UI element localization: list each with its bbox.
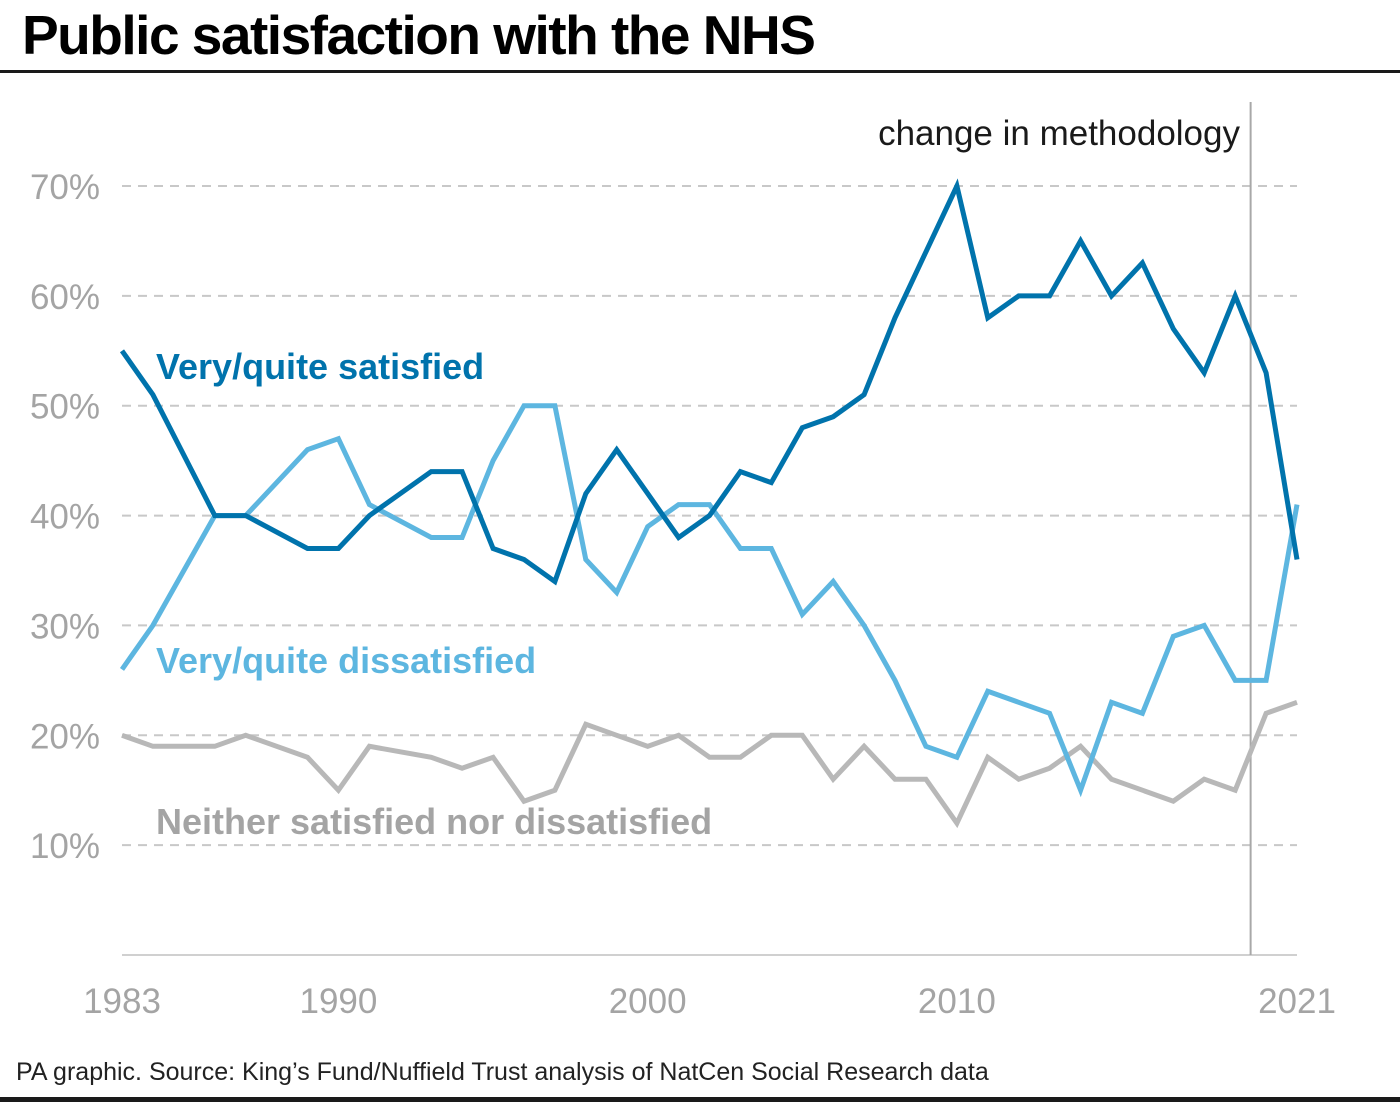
series-satisfied-line [119, 178, 1300, 586]
y-tick-label: 20% [30, 717, 100, 756]
x-tick-label: 1990 [300, 982, 378, 1021]
x-tick-label: 1983 [83, 982, 161, 1021]
chart-title: Public satisfaction with the NHS [22, 4, 816, 66]
x-tick-label: 2021 [1258, 982, 1336, 1021]
footer-divider [0, 1097, 1400, 1102]
x-axis-ticks: 1983 1990 2000 2010 2021 [83, 982, 1336, 1021]
series-dissatisfied-line [119, 403, 1300, 798]
y-axis-ticks: 10% 20% 30% 40% 50% 60% 70% [30, 168, 100, 866]
y-tick-label: 40% [30, 498, 100, 537]
x-tick-label: 2010 [918, 982, 996, 1021]
y-tick-label: 30% [30, 607, 100, 646]
y-tick-label: 70% [30, 168, 100, 207]
legend-label-dissatisfied: Very/quite dissatisfied [156, 640, 536, 681]
series-lines [119, 178, 1300, 829]
legend-label-neither: Neither satisfied nor dissatisfied [156, 801, 712, 842]
x-tick-label: 2000 [609, 982, 687, 1021]
methodology-change-label: change in methodology [878, 114, 1240, 153]
series-neither-line [121, 699, 1298, 829]
y-tick-label: 10% [30, 827, 100, 866]
source-note: PA graphic. Source: King’s Fund/Nuffield… [16, 1058, 989, 1086]
y-tick-label: 50% [30, 388, 100, 427]
legend-label-satisfied: Very/quite satisfied [156, 346, 484, 387]
title-divider [0, 70, 1400, 73]
y-tick-label: 60% [30, 278, 100, 317]
